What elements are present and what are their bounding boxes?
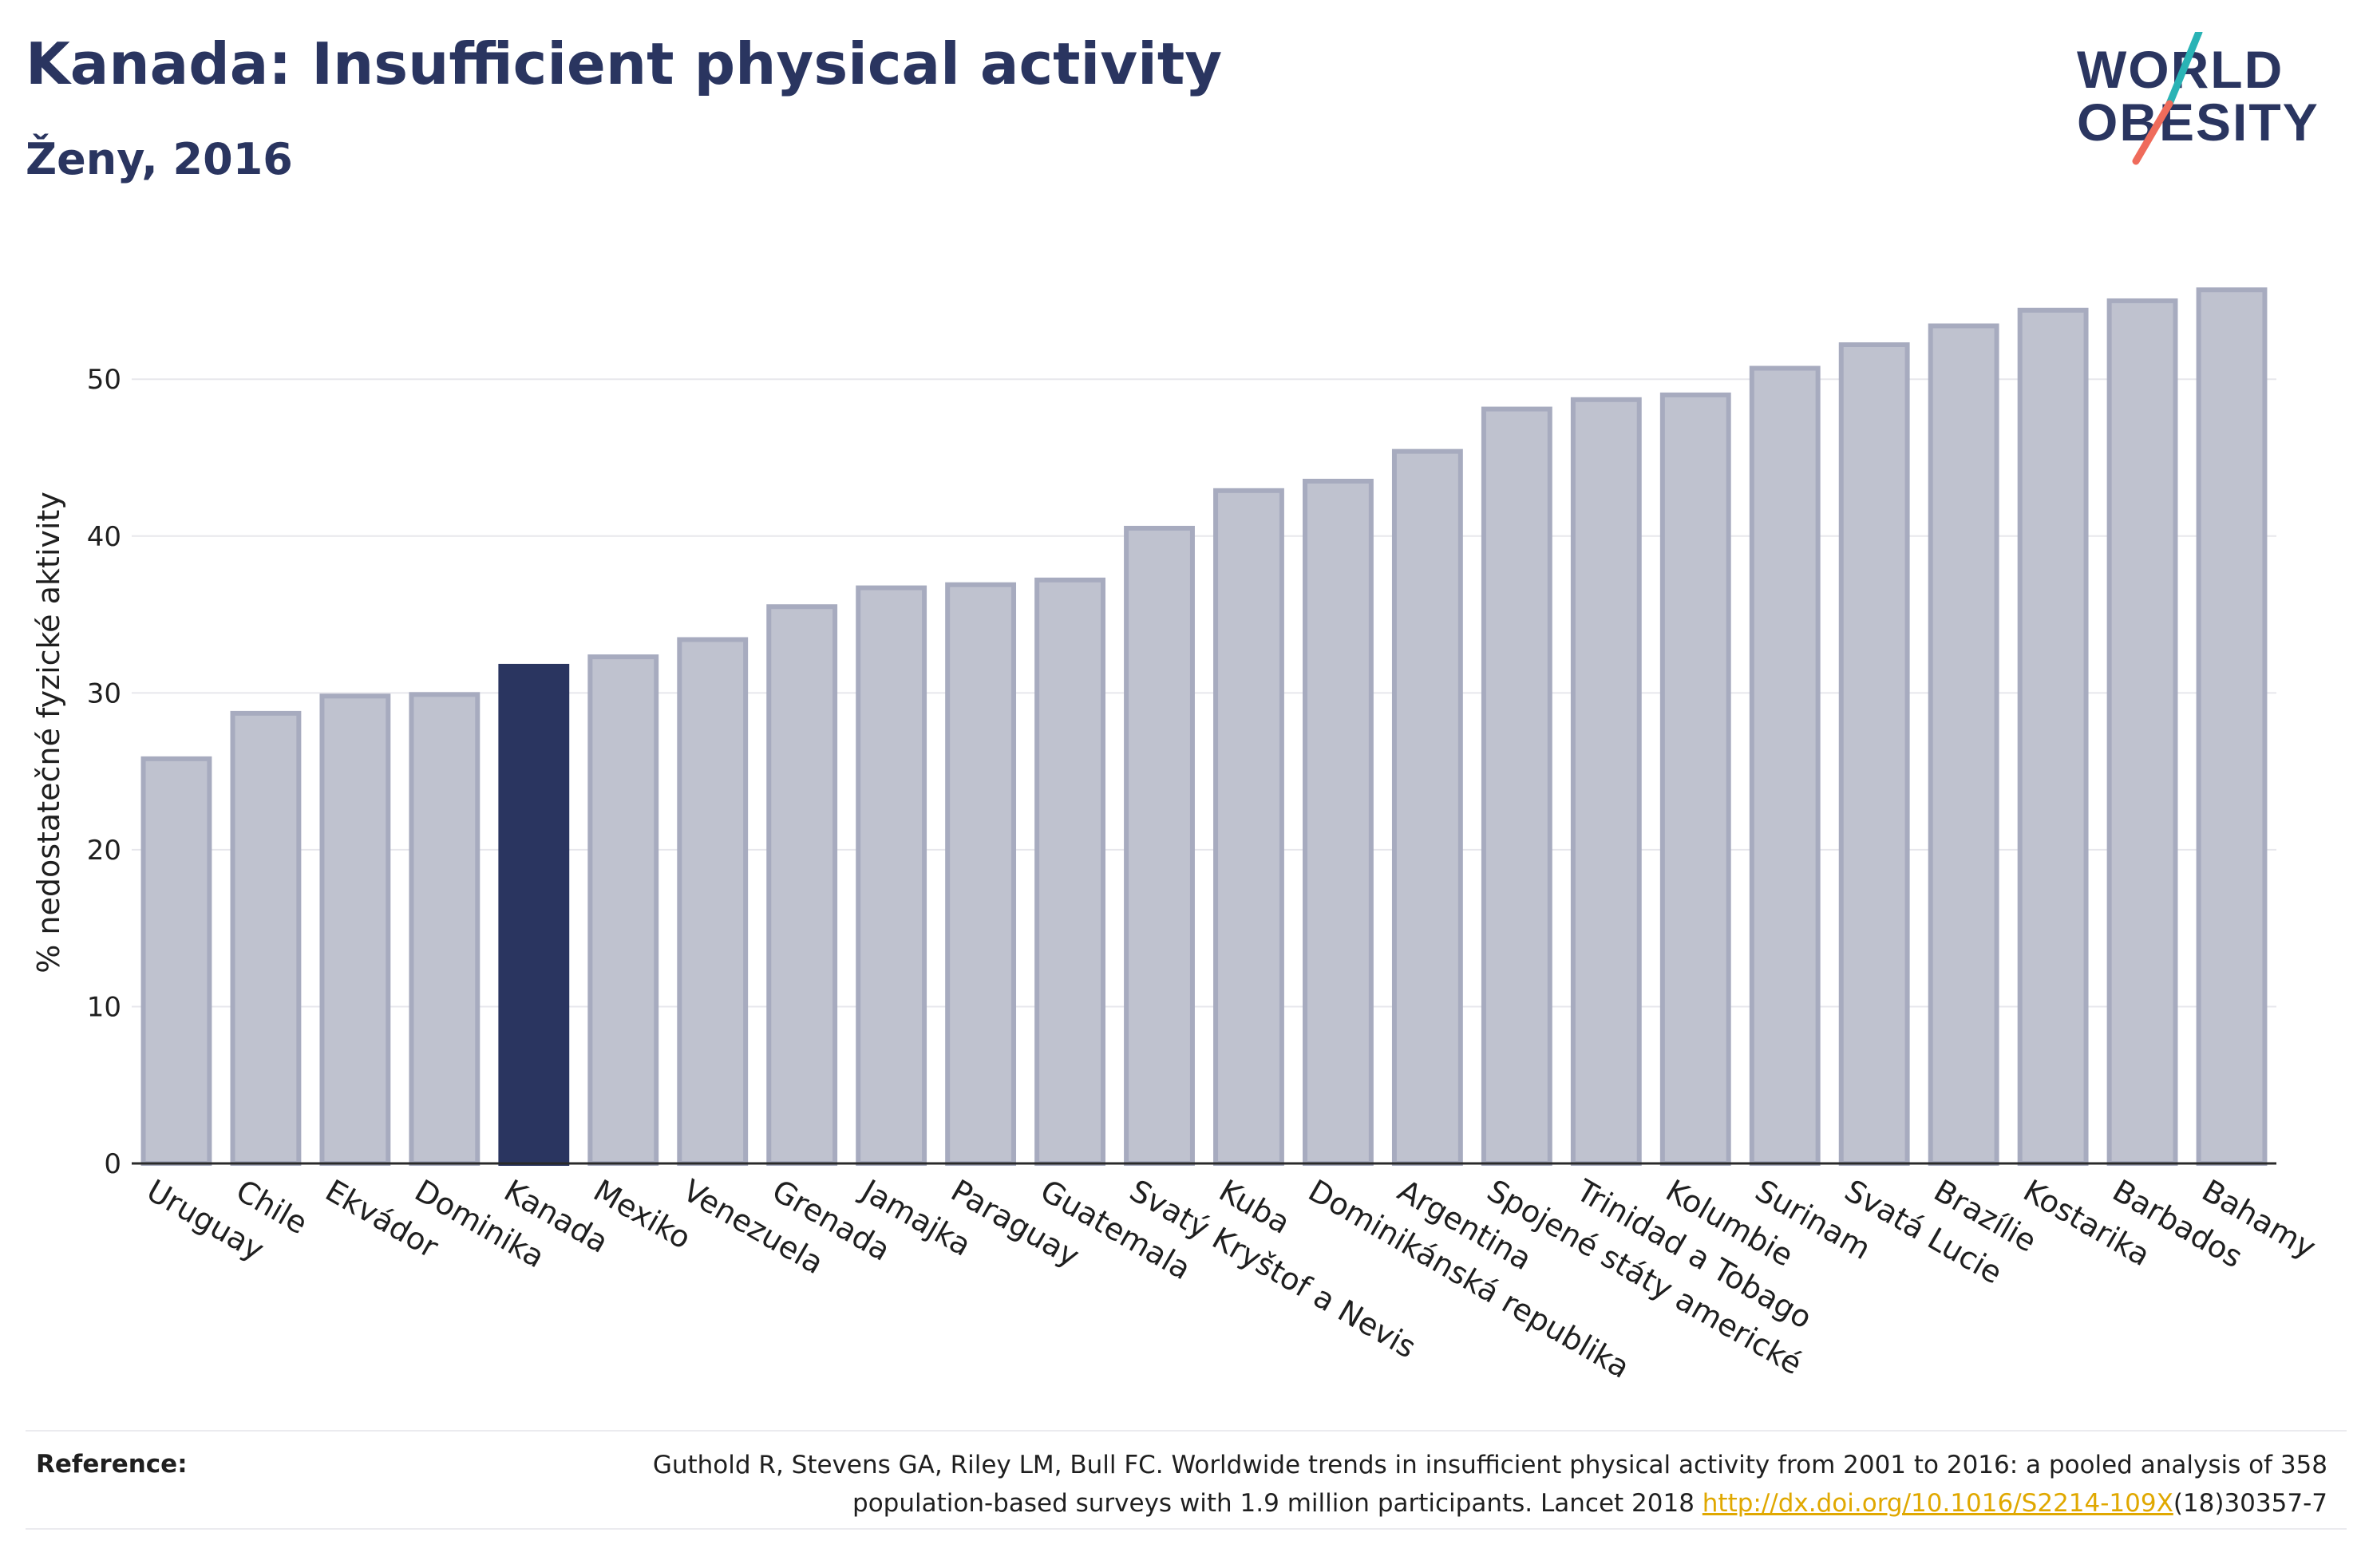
bar-kostarika	[2017, 307, 2089, 1166]
citation-line-1: Guthold R, Stevens GA, Riley LM, Bull FC…	[652, 1451, 2327, 1479]
reference-label: Reference:	[36, 1450, 188, 1479]
citation-line-2-suffix: (18)30357-7	[2173, 1489, 2327, 1518]
reference-citation: Guthold R, Stevens GA, Riley LM, Bull FC…	[492, 1446, 2327, 1523]
chart-subtitle: Ženy, 2016	[26, 134, 293, 184]
bar-grenada	[766, 604, 838, 1166]
citation-line-2: population-based surveys with 1.9 millio…	[492, 1484, 2327, 1523]
y-axis-label: % nedostatečné fyzické aktivity	[31, 492, 66, 974]
y-tick-label: 50	[87, 364, 121, 396]
bar-ekvádor	[319, 693, 391, 1166]
bar-dominikánská-republika	[1303, 479, 1374, 1166]
bar-bahamy	[2196, 287, 2268, 1166]
bar-trinidad-a-tobago	[1570, 397, 1642, 1166]
logo-slash-coral	[2132, 100, 2173, 165]
bar-surinam	[1749, 365, 1821, 1166]
y-tick-label: 10	[87, 991, 121, 1023]
bar-guatemala	[1034, 577, 1105, 1166]
bar-paraguay	[945, 582, 1017, 1166]
y-tick-label: 40	[87, 521, 121, 553]
bar-mexiko	[587, 654, 659, 1166]
logo-word-obesity: OBESITY	[2077, 93, 2319, 152]
bar-svatá-lucie	[1838, 342, 1910, 1166]
world-obesity-logo: WORLD OBESITY	[2077, 32, 2319, 165]
bar-kanada	[498, 663, 570, 1166]
bar-kolumbie	[1659, 392, 1731, 1166]
chart-title: Kanada: Insufficient physical activity	[26, 30, 1223, 97]
bar-barbados	[2106, 298, 2178, 1166]
bar-brazílie	[1928, 323, 1999, 1166]
bar-dominika	[409, 692, 481, 1166]
y-tick-label: 0	[104, 1148, 121, 1180]
footer-divider-bottom	[26, 1528, 2347, 1530]
doi-link[interactable]: http://dx.doi.org/10.1016/S2214-109X	[1702, 1489, 2173, 1518]
logo-word-world: WORLD	[2077, 40, 2284, 99]
logo-slash-teal	[2165, 32, 2203, 108]
bar-uruguay	[140, 756, 212, 1166]
footer-divider-top	[26, 1430, 2347, 1432]
bar-chile	[230, 710, 302, 1166]
bar-spojené-státy-americké	[1481, 406, 1552, 1166]
bar-jamajka	[856, 585, 927, 1166]
bar-venezuela	[677, 637, 749, 1166]
y-tick-label: 30	[87, 677, 121, 709]
bar-kuba	[1213, 488, 1284, 1166]
citation-line-2-text: population-based surveys with 1.9 millio…	[852, 1489, 1703, 1518]
y-tick-label: 20	[87, 835, 121, 867]
bar-svatý-kryštof-a-nevis	[1124, 525, 1195, 1166]
bar-argentina	[1391, 448, 1463, 1166]
